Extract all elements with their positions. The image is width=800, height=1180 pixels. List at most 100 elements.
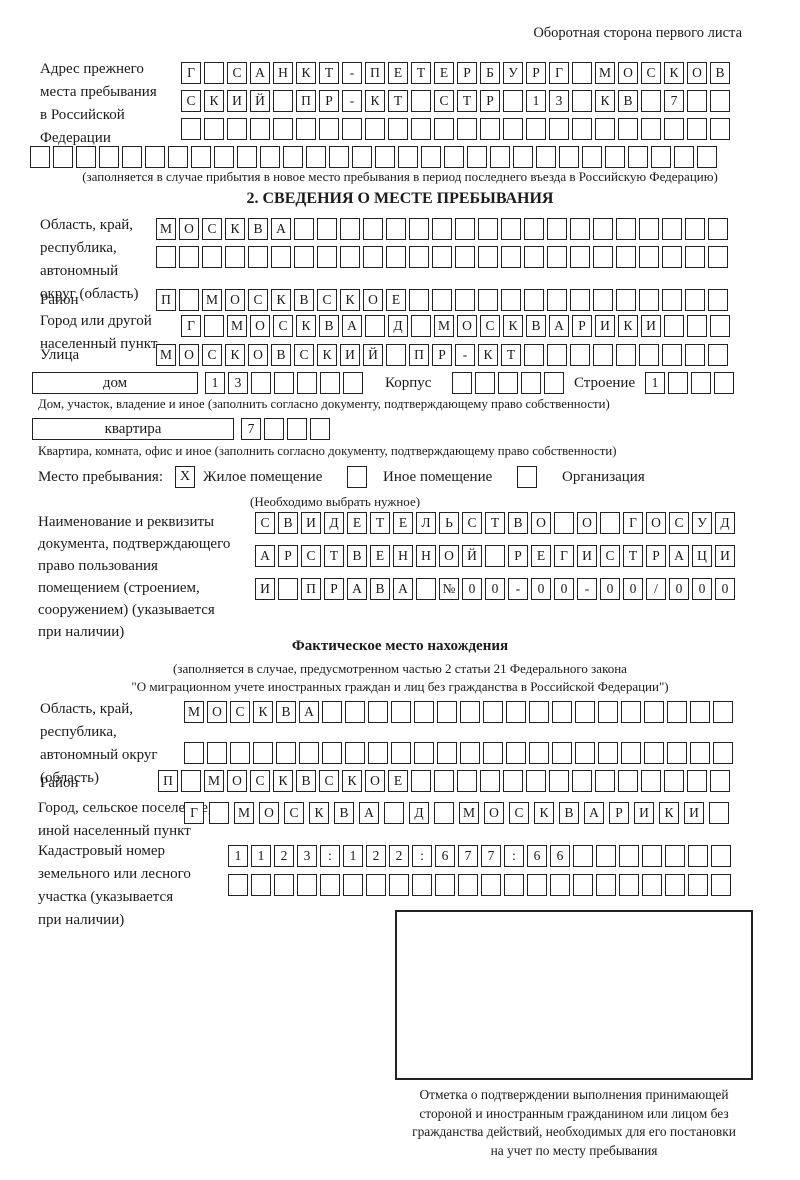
char-cell: К — [478, 344, 498, 366]
char-cell: Л — [416, 512, 436, 534]
char-cell — [363, 246, 383, 268]
char-cell — [685, 344, 705, 366]
char-cell: Е — [386, 289, 406, 311]
char-cell: Н — [393, 545, 413, 567]
char-cell — [310, 418, 330, 440]
char-cell — [544, 372, 564, 394]
char-cell: Р — [609, 802, 629, 824]
char-cell — [388, 118, 408, 140]
char-cell: О — [225, 289, 245, 311]
char-cell: С — [319, 770, 339, 792]
char-cell — [713, 742, 733, 764]
char-cell — [485, 545, 505, 567]
char-cell: М — [227, 315, 247, 337]
char-cell — [343, 372, 363, 394]
char-cell — [685, 218, 705, 240]
char-cell — [434, 802, 454, 824]
char-cell — [287, 418, 307, 440]
fact-oblast-label-line: республика, — [40, 724, 117, 740]
char-cell: К — [253, 701, 273, 723]
fact-title: Фактическое место нахождения — [291, 638, 509, 654]
char-cell: К — [317, 344, 337, 366]
char-cell — [501, 246, 521, 268]
char-cell — [322, 742, 342, 764]
char-cell: С — [294, 344, 314, 366]
oblast-label-line: округ (область) — [40, 286, 139, 302]
char-cell — [498, 372, 518, 394]
fact-raion-label: Район — [40, 775, 79, 791]
char-cell — [251, 874, 271, 896]
char-cell — [708, 289, 728, 311]
char-cell: Б — [480, 62, 500, 84]
char-cell: И — [641, 315, 661, 337]
char-cell — [273, 90, 293, 112]
char-cell: 1 — [645, 372, 665, 394]
char-cell: / — [646, 578, 666, 600]
char-cell — [639, 218, 659, 240]
char-cell — [345, 742, 365, 764]
char-cell: Т — [411, 62, 431, 84]
char-cell: К — [225, 218, 245, 240]
char-cell — [416, 578, 436, 600]
char-cell — [225, 246, 245, 268]
char-cell: В — [276, 701, 296, 723]
char-cell: Р — [432, 344, 452, 366]
char-cell — [559, 146, 579, 168]
char-cell — [596, 874, 616, 896]
char-cell — [619, 874, 639, 896]
char-cell — [598, 701, 618, 723]
char-cell: К — [271, 289, 291, 311]
char-cell — [619, 845, 639, 867]
char-cell — [458, 874, 478, 896]
char-cell: Р — [526, 62, 546, 84]
char-cell: № — [439, 578, 459, 600]
char-cell: 1 — [205, 372, 225, 394]
char-cell: О — [457, 315, 477, 337]
char-cell — [708, 344, 728, 366]
char-cell — [570, 246, 590, 268]
char-cell — [549, 770, 569, 792]
char-cell: - — [342, 90, 362, 112]
char-cell: 6 — [550, 845, 570, 867]
char-cell — [251, 372, 271, 394]
char-cell: - — [508, 578, 528, 600]
char-cell: Д — [324, 512, 344, 534]
char-cell: К — [296, 62, 316, 84]
char-cell — [691, 372, 711, 394]
char-cell — [366, 874, 386, 896]
char-cell — [503, 90, 523, 112]
kvartira-box: квартира — [32, 418, 234, 440]
char-cell: С — [181, 90, 201, 112]
char-cell — [483, 742, 503, 764]
kadastr-label-line: участка (указывается — [38, 889, 174, 905]
char-cell — [478, 218, 498, 240]
char-cell — [214, 146, 234, 168]
char-cell — [552, 742, 572, 764]
char-cell — [711, 845, 731, 867]
char-cell: М — [204, 770, 224, 792]
char-cell — [457, 770, 477, 792]
char-cell — [662, 246, 682, 268]
char-cell: В — [248, 218, 268, 240]
korpus-row — [452, 372, 564, 394]
mesto-note: (Необходимо выбрать нужное) — [250, 494, 421, 509]
stamp-caption-line: стороной и иностранным гражданином или л… — [419, 1105, 729, 1121]
char-cell — [202, 246, 222, 268]
char-cell — [434, 770, 454, 792]
char-cell: С — [250, 770, 270, 792]
char-cell: М — [234, 802, 254, 824]
char-cell — [547, 289, 567, 311]
char-cell — [506, 701, 526, 723]
char-cell — [687, 770, 707, 792]
char-cell — [278, 578, 298, 600]
option-zhiloe-label: Жилое помещение — [203, 469, 323, 485]
char-cell: О — [531, 512, 551, 534]
char-cell: 1 — [251, 845, 271, 867]
char-cell — [573, 845, 593, 867]
char-cell: Г — [181, 62, 201, 84]
char-cell — [524, 344, 544, 366]
kadastr-label-line: при наличии) — [38, 912, 125, 928]
char-cell — [526, 118, 546, 140]
fact-note-line-1: (заполняется в случае, предусмотренном ч… — [173, 661, 627, 676]
